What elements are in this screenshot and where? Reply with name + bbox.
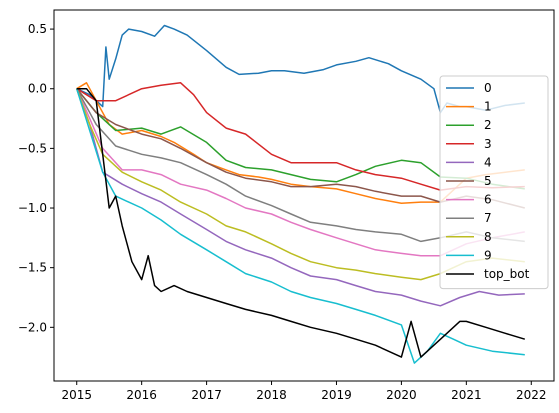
legend-label-9: 9	[484, 248, 492, 262]
series-line-5	[76, 88, 525, 209]
legend-label-4: 4	[484, 155, 492, 169]
x-tick-label: 2022	[516, 388, 547, 402]
legend-label-7: 7	[484, 211, 492, 225]
legend-label-1: 1	[484, 100, 492, 114]
series-line-3	[76, 82, 525, 191]
y-tick-label: −1.5	[18, 261, 47, 275]
series-line-6	[76, 88, 525, 257]
legend-box	[439, 75, 549, 290]
legend-label-2: 2	[484, 118, 492, 132]
x-axis: 2015 2016 2017 2018 2019 2020 2021 2022	[61, 381, 547, 402]
legend-label-3: 3	[484, 137, 492, 151]
legend: 0 1 2 3 4 5 6 7 8 9 top_bot	[439, 75, 549, 290]
legend-label-6: 6	[484, 193, 492, 207]
series-line-7	[76, 88, 525, 243]
y-tick-label: −2.0	[18, 320, 47, 334]
x-tick-label: 2021	[451, 388, 482, 402]
y-tick-label: −0.5	[18, 141, 47, 155]
legend-label-top_bot: top_bot	[484, 267, 530, 281]
x-tick-label: 2019	[321, 388, 352, 402]
series-line-8	[75, 88, 525, 281]
plot-frame	[53, 9, 555, 382]
x-tick-label: 2015	[61, 388, 92, 402]
series-line-top_bot	[76, 87, 526, 358]
series-line-4	[75, 88, 525, 307]
x-tick-label: 2017	[191, 388, 222, 402]
series-line-2	[76, 88, 525, 190]
y-axis: 0.5 0.0 −0.5 −1.0 −1.5 −2.0	[18, 22, 54, 334]
series-line-9	[75, 88, 525, 364]
legend-label-5: 5	[484, 174, 492, 188]
x-tick-label: 2020	[386, 388, 417, 402]
legend-label-8: 8	[484, 230, 492, 244]
series-layer	[75, 24, 526, 364]
y-tick-label: 0.0	[28, 82, 47, 96]
x-tick-label: 2018	[256, 388, 287, 402]
y-tick-label: −1.0	[18, 201, 47, 215]
x-tick-label: 2016	[126, 388, 157, 402]
legend-label-0: 0	[484, 81, 492, 95]
y-tick-label: 0.5	[28, 22, 47, 36]
